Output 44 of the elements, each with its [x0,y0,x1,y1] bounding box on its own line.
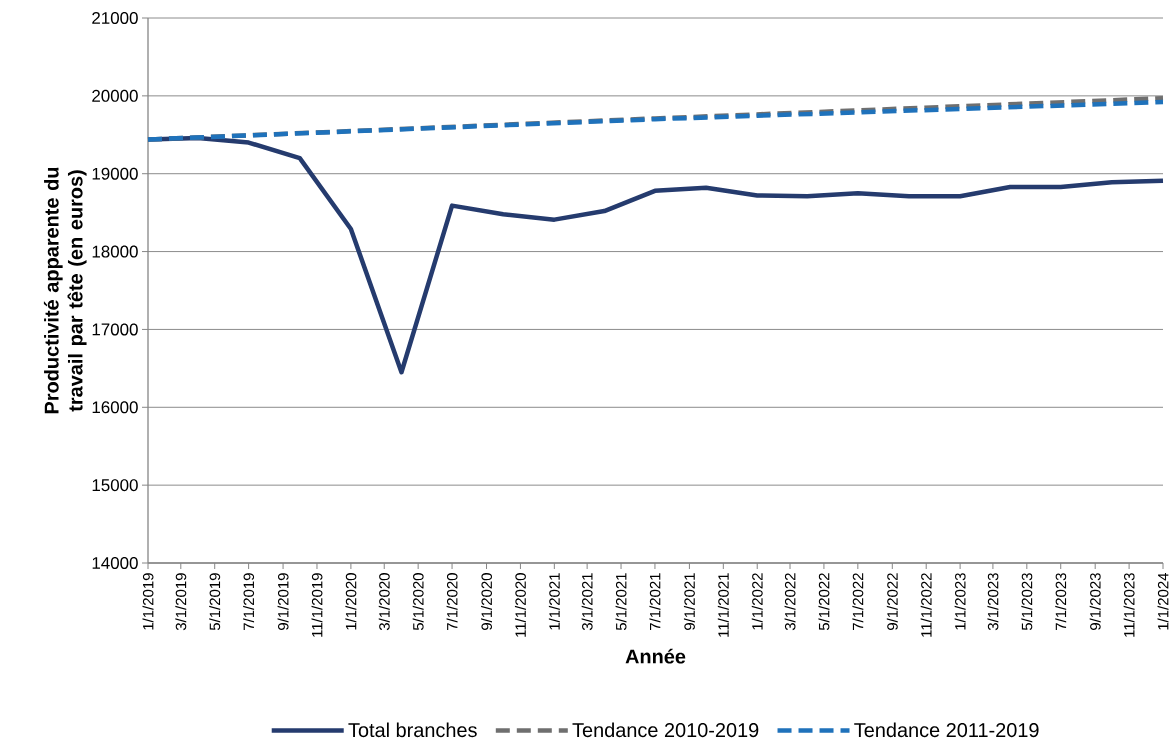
legend-label: Total branches [348,722,477,738]
x-tick-label: 5/1/2019 [209,573,221,631]
y-tick-label: 17000 [92,323,138,336]
x-tick-label: 9/1/2022 [886,573,898,630]
x-tick-label: 5/1/2020 [412,573,424,631]
x-tick-label: 11/1/2020 [514,573,526,637]
x-tick-label: 3/1/2021 [581,573,593,631]
x-tick-label: 3/1/2019 [175,573,187,631]
x-axis-title: Année [625,648,686,664]
x-tick-label: 9/1/2020 [481,573,492,630]
y-tick-label: 19000 [92,167,138,180]
x-tick-label: 7/1/2023 [1055,573,1067,630]
x-tick-label: 11/1/2019 [311,573,323,637]
x-tick-label: 5/1/2023 [1021,573,1033,631]
x-tick-label: 1/1/2019 [142,573,154,630]
x-tick-label: 7/1/2022 [852,573,864,630]
y-tick-label: 14000 [92,557,138,569]
x-tick-label: 3/1/2023 [987,573,999,631]
x-tick-label: 5/1/2022 [818,573,830,631]
x-tick-label: 1/1/2021 [548,573,560,630]
x-tick-label: 7/1/2019 [243,573,255,630]
x-tick-label: 7/1/2020 [446,573,458,630]
x-tick-label: 5/1/2021 [615,573,627,631]
legend-label: Tendance 2010-2019 [572,722,759,738]
x-tick-label: 9/1/2023 [1089,573,1101,630]
y-tick-label: 15000 [92,479,138,492]
x-tick-label: 3/1/2020 [378,573,390,631]
x-tick-label: 1/1/2023 [954,573,966,630]
x-tick-label: 9/1/2019 [277,573,289,630]
y-axis-title: Productivité apparente du travail par tête (en euros) [43,167,87,414]
x-tick-label: 1/1/2024 [1157,572,1169,630]
x-tick-label: 11/1/2021 [717,573,729,637]
y-tick-label: 20000 [92,89,138,102]
x-tick-label: 3/1/2022 [784,573,796,631]
y-tick-label: 21000 [92,12,138,24]
x-tick-label: 9/1/2021 [683,573,695,630]
y-tick-label: 18000 [92,245,138,258]
x-tick-label: 7/1/2021 [649,573,661,630]
x-tick-label: 11/1/2022 [920,573,932,637]
legend-label: Tendance 2011-2019 [854,722,1039,738]
x-tick-label: 1/1/2020 [345,573,357,630]
x-tick-label: 11/1/2023 [1123,573,1135,637]
y-tick-label: 16000 [92,401,138,414]
x-tick-label: 1/1/2022 [751,573,763,630]
